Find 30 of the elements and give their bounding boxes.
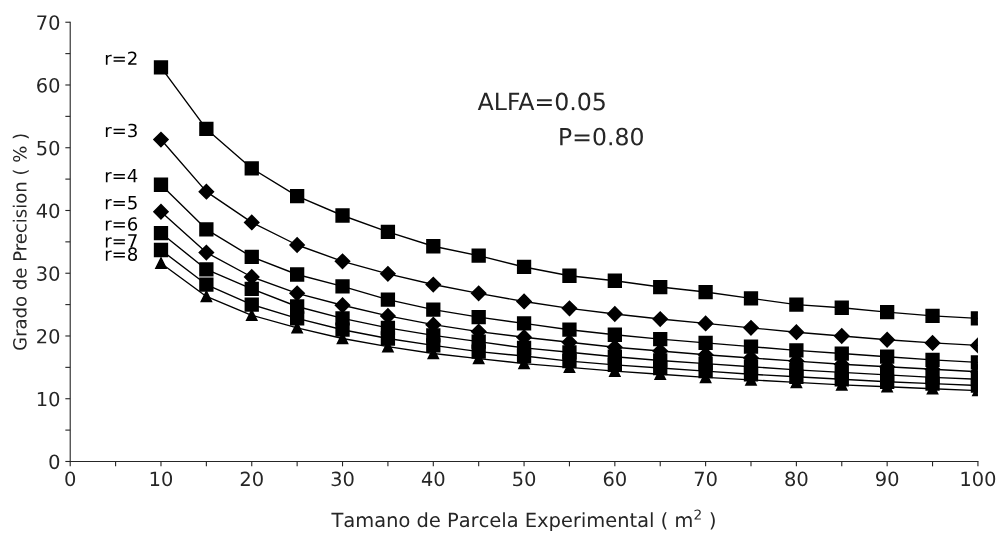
y-tick-label: 50 [37,140,60,156]
series-label: r=8 [105,247,138,261]
y-tick-label: 30 [37,266,60,281]
x-tick-label: 30 [331,471,354,487]
annotation: ALFA=0.05 [477,92,605,111]
series-label: r=5 [105,196,137,210]
y-tick-label: 70 [37,15,60,30]
y-tick-label: 20 [37,328,60,344]
series-label: r=6 [105,217,138,231]
x-tick-label: 20 [240,471,263,487]
y-tick-label: 10 [37,391,60,407]
x-tick-label: 60 [603,471,626,487]
x-tick-label: 50 [513,471,536,487]
x-tick-label: 10 [150,471,173,487]
x-axis-title: Tamano de Parcela Experimental ( m$^{2}$ ) [331,509,715,532]
series-label: r=4 [105,169,138,183]
x-tick-label: 70 [694,471,717,487]
x-tick-label: 100 [961,471,996,487]
y-axis-title: Grado de Precision ( % ) [12,134,29,350]
x-tick-label: 40 [421,471,445,487]
y-tick-label: 60 [37,77,60,93]
y-tick-label: 40 [36,203,60,219]
series-label: r=7 [105,234,137,248]
x-tick-label: 80 [785,471,808,487]
annotation: P=0.80 [560,127,643,146]
series-label: r=2 [105,51,137,65]
y-tick-label: 0 [49,454,60,470]
x-tick-label: 0 [65,471,76,487]
series-label: r=3 [105,123,137,138]
x-tick-label: 90 [876,471,899,487]
